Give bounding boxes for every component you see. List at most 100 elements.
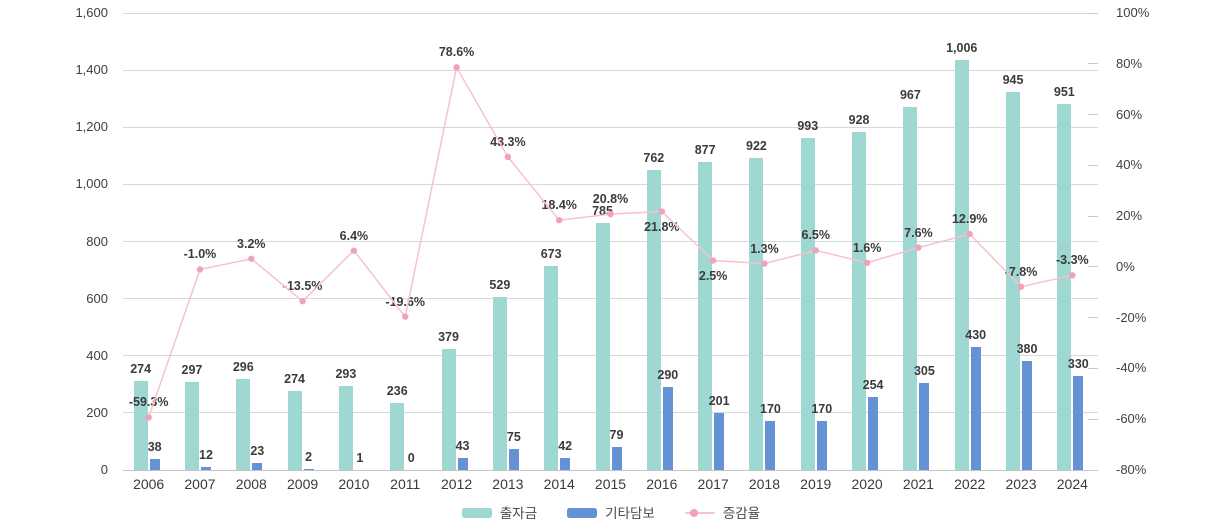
other-collateral-bar[interactable] <box>611 447 622 470</box>
other-collateral-bar[interactable] <box>1022 361 1033 470</box>
growth-rate-value-label: 43.3% <box>490 134 526 149</box>
growth-rate-point[interactable] <box>709 257 717 264</box>
other-collateral-bar[interactable] <box>662 387 673 470</box>
equity-bar[interactable] <box>133 380 148 470</box>
right-axis-tick <box>1088 215 1098 217</box>
right-axis-tick-label: 80% <box>1116 55 1143 71</box>
other-collateral-bar[interactable] <box>765 421 776 470</box>
growth-rate-point[interactable] <box>658 208 666 215</box>
other-collateral-bar[interactable] <box>560 458 571 470</box>
other-collateral-bar[interactable] <box>508 448 519 470</box>
x-axis-category-label: 2013 <box>492 476 524 492</box>
growth-rate-point[interactable] <box>145 414 152 421</box>
x-axis-category-label: 2007 <box>184 476 216 492</box>
growth-rate-point[interactable] <box>863 259 871 267</box>
other-collateral-bar[interactable] <box>303 469 314 470</box>
x-axis-category-label: 2006 <box>133 476 165 492</box>
equity-bar[interactable] <box>954 59 969 470</box>
legend-item-growth-rate[interactable]: 증감율 <box>684 505 760 522</box>
equity-bar[interactable] <box>800 137 815 470</box>
left-axis-tick-label: 1,400 <box>75 62 108 78</box>
right-axis-tick-label: -40% <box>1116 360 1147 376</box>
x-axis-category-label: 2018 <box>748 476 781 492</box>
equity-bar[interactable] <box>1057 104 1072 470</box>
other-collateral-bar[interactable] <box>149 459 160 470</box>
growth-rate-value-label: 3.2% <box>237 236 266 251</box>
x-axis-category-label: 2010 <box>338 476 370 492</box>
other-collateral-bar[interactable] <box>1073 375 1084 470</box>
other-collateral-bar[interactable] <box>714 412 725 470</box>
left-axis-tick-label: 800 <box>86 233 108 249</box>
grid-line <box>123 183 1098 185</box>
grid-line <box>123 69 1098 71</box>
growth-rate-point[interactable] <box>248 255 255 262</box>
other-collateral-value-label: 254 <box>862 378 884 393</box>
growth-rate-value-label: 7.6% <box>904 225 933 240</box>
right-axis-tick <box>1088 266 1098 268</box>
equity-value-label: 967 <box>899 87 921 102</box>
other-collateral-bar[interactable] <box>868 397 879 470</box>
equity-value-label: 293 <box>335 367 357 382</box>
other-collateral-value-label: 305 <box>913 363 935 378</box>
growth-rate-value-label: -59.3% <box>128 395 169 410</box>
growth-rate-line-icon <box>684 509 715 517</box>
other-collateral-value-label: 290 <box>657 368 679 383</box>
other-collateral-bar[interactable] <box>200 466 211 470</box>
equity-value-label: 673 <box>540 246 562 261</box>
legend-label-other-collateral: 기타담보 <box>605 505 655 521</box>
legend-item-equity[interactable]: 출자금 <box>461 505 538 522</box>
equity-value-label: 928 <box>848 113 870 128</box>
other-collateral-bar[interactable] <box>816 421 827 470</box>
growth-rate-point[interactable] <box>504 153 512 161</box>
other-collateral-bar[interactable] <box>919 382 930 470</box>
growth-rate-point[interactable] <box>299 297 306 305</box>
legend-label-equity: 출자금 <box>499 505 538 521</box>
x-axis-category-label: 2015 <box>594 476 627 492</box>
other-collateral-value-label: 1 <box>356 450 364 465</box>
other-collateral-bar[interactable] <box>457 457 468 470</box>
right-axis-tick-label: -80% <box>1116 462 1147 477</box>
equity-bar[interactable] <box>852 132 867 470</box>
growth-rate-point[interactable] <box>915 244 922 251</box>
equity-value-label: 379 <box>438 330 459 345</box>
left-axis-tick-label: 1,000 <box>75 176 108 192</box>
left-axis-tick-label: 1,200 <box>75 119 108 135</box>
growth-rate-point[interactable] <box>607 210 614 218</box>
growth-rate-point[interactable] <box>761 260 768 267</box>
x-axis-category-label: 2023 <box>1005 476 1037 492</box>
grid-line <box>123 126 1098 128</box>
right-axis-tick-label: 60% <box>1116 106 1143 122</box>
growth-rate-value-label: 21.8% <box>644 219 680 234</box>
equity-bar[interactable] <box>698 162 713 470</box>
growth-rate-point[interactable] <box>453 64 460 71</box>
other-collateral-bar[interactable] <box>252 463 263 470</box>
equity-bar[interactable] <box>903 106 918 470</box>
other-collateral-swatch-icon <box>567 508 598 518</box>
equity-bar[interactable] <box>390 402 405 470</box>
equity-bar[interactable] <box>646 169 661 470</box>
right-axis-tick <box>1088 12 1098 14</box>
growth-rate-point[interactable] <box>350 247 358 254</box>
other-collateral-value-label: 42 <box>558 439 573 453</box>
equity-value-label: 236 <box>386 383 408 398</box>
equity-bar[interactable] <box>749 158 764 470</box>
growth-rate-point[interactable] <box>1069 272 1076 279</box>
growth-rate-point[interactable] <box>1017 283 1025 290</box>
x-axis-category-label: 2009 <box>287 476 319 492</box>
right-axis-tick-label: 40% <box>1116 157 1143 173</box>
growth-rate-point[interactable] <box>402 313 409 320</box>
growth-rate-point[interactable] <box>812 247 819 254</box>
left-axis-tick-label: 0 <box>100 462 108 477</box>
growth-rate-point[interactable] <box>196 266 204 273</box>
x-axis-category-label: 2021 <box>902 476 934 492</box>
growth-rate-point[interactable] <box>966 230 973 238</box>
growth-rate-point[interactable] <box>555 216 563 224</box>
other-collateral-bar[interactable] <box>970 347 981 470</box>
growth-rate-value-label: -13.5% <box>282 279 323 294</box>
x-axis-category-label: 2017 <box>697 476 729 492</box>
equity-bar[interactable] <box>1006 91 1021 470</box>
equity-value-label: 951 <box>1053 85 1075 100</box>
right-axis-tick <box>1088 114 1098 116</box>
x-axis-category-label: 2011 <box>390 476 421 492</box>
legend-item-other-collateral[interactable]: 기타담보 <box>567 505 655 522</box>
